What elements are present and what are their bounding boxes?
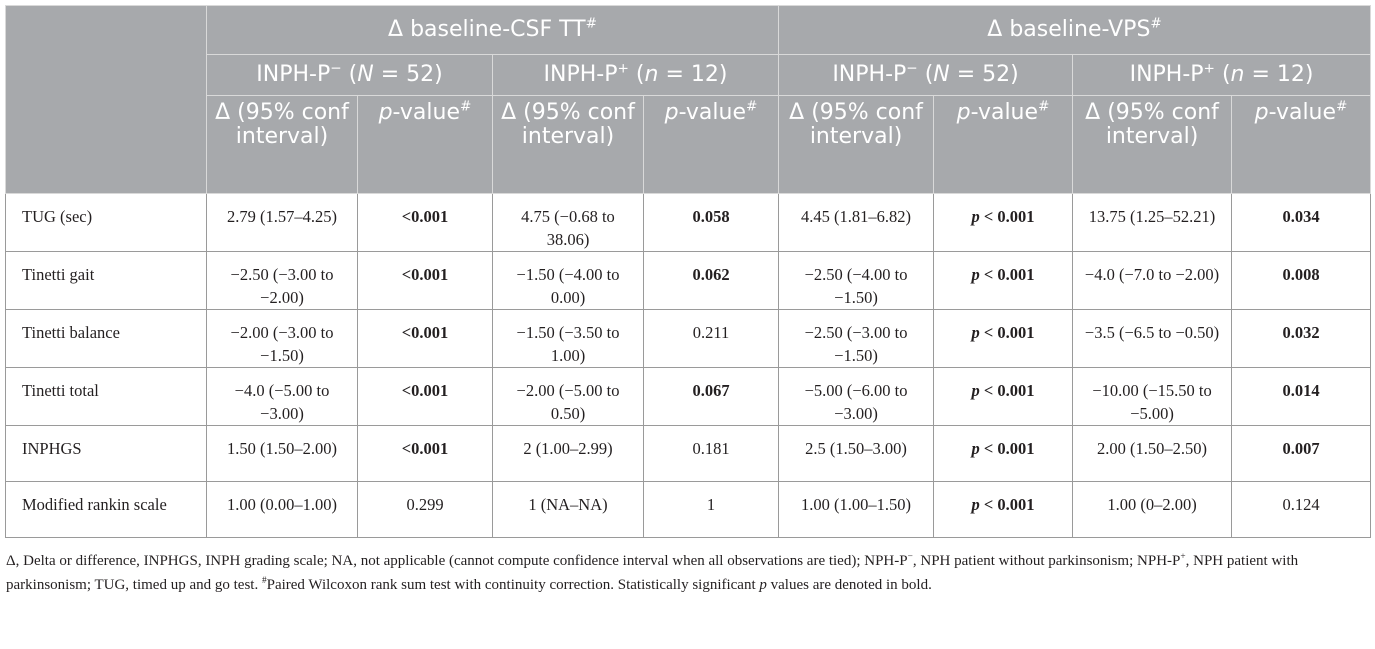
p-value-col-header: p-value# bbox=[933, 95, 1074, 194]
p-value-cell: 1 bbox=[642, 481, 780, 538]
row-label: TUG (sec) bbox=[5, 193, 207, 252]
p-value-cell: 0.062 bbox=[642, 251, 780, 310]
delta-ci-cell: −4.0 (−7.0 to −2.00) bbox=[1072, 251, 1233, 310]
p-value-col-header: p-value# bbox=[1231, 95, 1372, 194]
delta-ci-cell: −2.50 (−4.00 to −1.50) bbox=[778, 251, 935, 310]
delta-ci-cell: 2.79 (1.57–4.25) bbox=[206, 193, 358, 252]
cohort-header: INPH-P− (N = 52) bbox=[778, 54, 1074, 96]
row-label: Tinetti gait bbox=[5, 251, 207, 310]
p-value-cell: 0.124 bbox=[1231, 481, 1372, 538]
results-table: Δ baseline-CSF TT# Δ baseline-VPS# INPH-… bbox=[5, 5, 1372, 538]
p-value-cell: p < 0.001 bbox=[933, 425, 1074, 482]
p-value-cell: <0.001 bbox=[357, 193, 493, 252]
table-body: TUG (sec) 2.79 (1.57–4.25) <0.001 4.75 (−0.… bbox=[5, 193, 1372, 538]
cohort-header: INPH-P− (N = 52) bbox=[206, 54, 493, 96]
table-row: INPHGS 1.50 (1.50–2.00) <0.001 2 (1.00–2.99… bbox=[5, 425, 1372, 482]
p-value-cell: 0.034 bbox=[1231, 193, 1372, 252]
table-container: Δ baseline-CSF TT# Δ baseline-VPS# INPH-… bbox=[5, 5, 1372, 597]
corner-header-cell bbox=[5, 5, 207, 194]
delta-ci-cell: −3.5 (−6.5 to −0.50) bbox=[1072, 309, 1233, 368]
p-value-cell: p < 0.001 bbox=[933, 309, 1074, 368]
p-value-cell: 0.058 bbox=[642, 193, 780, 252]
delta-ci-cell: −2.50 (−3.00 to −2.00) bbox=[206, 251, 358, 310]
table-row: TUG (sec) 2.79 (1.57–4.25) <0.001 4.75 (−0.… bbox=[5, 193, 1372, 252]
p-value-col-header: p-value# bbox=[357, 95, 493, 194]
delta-ci-col-header: Δ (95% conf interval) bbox=[492, 95, 644, 194]
delta-ci-cell: 13.75 (1.25–52.21) bbox=[1072, 193, 1233, 252]
delta-ci-cell: −2.00 (−3.00 to −1.50) bbox=[206, 309, 358, 368]
p-value-cell: 0.008 bbox=[1231, 251, 1372, 310]
group-header: Δ baseline-VPS# bbox=[778, 5, 1372, 55]
p-value-cell: <0.001 bbox=[357, 251, 493, 310]
p-value-cell: <0.001 bbox=[357, 309, 493, 368]
delta-ci-col-header: Δ (95% conf interval) bbox=[206, 95, 358, 194]
group-header: Δ baseline-CSF TT# bbox=[205, 5, 780, 55]
delta-ci-cell: 4.45 (1.81–6.82) bbox=[778, 193, 935, 252]
p-value-cell: 0.007 bbox=[1231, 425, 1372, 482]
p-value-col-header: p-value# bbox=[642, 95, 780, 194]
row-label: Modified rankin scale bbox=[5, 481, 207, 538]
table-row: Modified rankin scale 1.00 (0.00–1.00) 0.2… bbox=[5, 481, 1372, 538]
row-label: INPHGS bbox=[5, 425, 207, 482]
p-value-cell: p < 0.001 bbox=[933, 481, 1074, 538]
table-row: Tinetti balance −2.00 (−3.00 to −1.50) <0.… bbox=[5, 309, 1372, 368]
p-value-cell: p < 0.001 bbox=[933, 251, 1074, 310]
delta-ci-cell: 1.00 (1.00–1.50) bbox=[778, 481, 935, 538]
row-label: Tinetti total bbox=[5, 367, 207, 426]
delta-ci-cell: −10.00 (−15.50 to −5.00) bbox=[1072, 367, 1233, 426]
delta-ci-cell: 1.50 (1.50–2.00) bbox=[206, 425, 358, 482]
row-label: Tinetti balance bbox=[5, 309, 207, 368]
p-value-cell: 0.014 bbox=[1231, 367, 1372, 426]
p-value-cell: <0.001 bbox=[357, 367, 493, 426]
delta-ci-cell: −1.50 (−4.00 to 0.00) bbox=[492, 251, 644, 310]
delta-ci-col-header: Δ (95% conf interval) bbox=[1072, 95, 1233, 194]
delta-ci-cell: −2.50 (−3.00 to −1.50) bbox=[778, 309, 935, 368]
delta-ci-cell: −5.00 (−6.00 to −3.00) bbox=[778, 367, 935, 426]
p-value-cell: 0.299 bbox=[357, 481, 493, 538]
delta-ci-cell: 1 (NA–NA) bbox=[492, 481, 644, 538]
delta-ci-cell: 2 (1.00–2.99) bbox=[492, 425, 644, 482]
cohort-header: INPH-P+ (n = 12) bbox=[1072, 54, 1372, 96]
delta-ci-col-header: Δ (95% conf interval) bbox=[778, 95, 935, 194]
table-footnote: Δ, Delta or difference, INPHGS, INPH gra… bbox=[6, 552, 1299, 593]
delta-ci-cell: 1.00 (0.00–1.00) bbox=[206, 481, 358, 538]
p-value-cell: <0.001 bbox=[357, 425, 493, 482]
p-value-cell: 0.211 bbox=[642, 309, 780, 368]
table-row: Tinetti total −4.0 (−5.00 to −3.00) <0.001… bbox=[5, 367, 1372, 426]
delta-ci-cell: −4.0 (−5.00 to −3.00) bbox=[206, 367, 358, 426]
delta-ci-cell: 1.00 (0–2.00) bbox=[1072, 481, 1233, 538]
delta-ci-cell: 4.75 (−0.68 to 38.06) bbox=[492, 193, 644, 252]
table-row: Tinetti gait −2.50 (−3.00 to −2.00) <0.001… bbox=[5, 251, 1372, 310]
p-value-cell: 0.067 bbox=[642, 367, 780, 426]
delta-ci-cell: −2.00 (−5.00 to 0.50) bbox=[492, 367, 644, 426]
delta-ci-cell: 2.5 (1.50–3.00) bbox=[778, 425, 935, 482]
p-value-cell: 0.032 bbox=[1231, 309, 1372, 368]
delta-ci-cell: 2.00 (1.50–2.50) bbox=[1072, 425, 1233, 482]
p-value-cell: p < 0.001 bbox=[933, 367, 1074, 426]
p-value-cell: 0.181 bbox=[642, 425, 780, 482]
delta-ci-cell: −1.50 (−3.50 to 1.00) bbox=[492, 309, 644, 368]
cohort-header: INPH-P+ (n = 12) bbox=[491, 54, 780, 96]
p-value-cell: p < 0.001 bbox=[933, 193, 1074, 252]
